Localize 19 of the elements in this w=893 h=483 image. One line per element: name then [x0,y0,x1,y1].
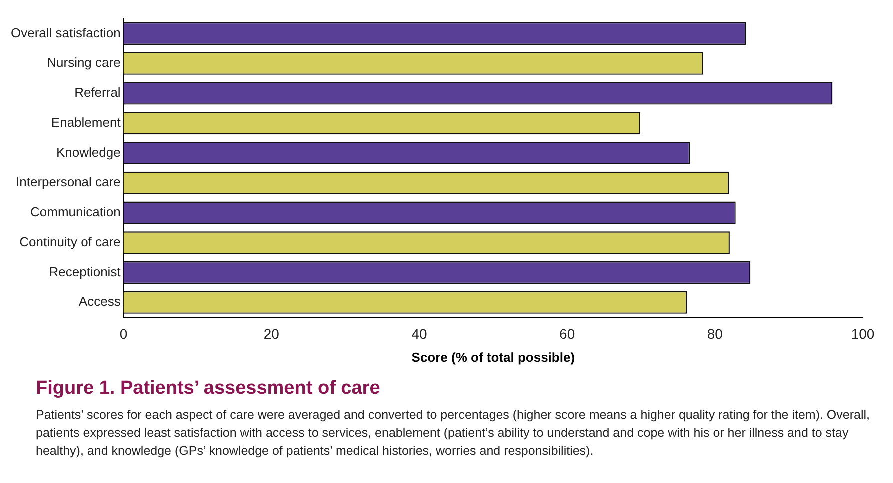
y-tick-label: Nursing care [47,55,121,70]
x-tick-label: 20 [264,326,280,342]
x-axis-title: Score (% of total possible) [412,350,576,365]
y-tick-label: Overall satisfaction [10,25,121,40]
x-tick-label: 80 [707,326,724,342]
x-tick-label: 0 [120,326,128,342]
y-tick-label: Communication [30,204,121,220]
y-tick-label: Access [78,294,122,310]
y-tick-label: Interpersonal care [16,174,121,190]
x-tick-label: 100 [851,326,875,342]
y-tick-label: Referral [74,85,121,100]
text: Figure 1. Patients’ assessment of care [36,378,382,400]
y-tick-label: Receptionist [49,264,122,280]
x-tick-label: 60 [560,326,576,342]
y-tick-label: Continuity of care [20,234,121,250]
x-tick-label: 40 [412,326,428,342]
y-tick-label: Enablement [51,114,122,130]
y-tick-label: Knowledge [56,144,121,160]
text: Patients’ scores for each aspect of care were averaged and converted to percentages (higher score means a higher quality rating for the item). Overall, patients expressed least satisfaction with access to services, enablement (patient’s ability to understand and cope with his or her illness and to stay healthy), and knowledge (GPs’ knowledge of patients’ medical histories, worries and responsibilities). [36,407,872,460]
